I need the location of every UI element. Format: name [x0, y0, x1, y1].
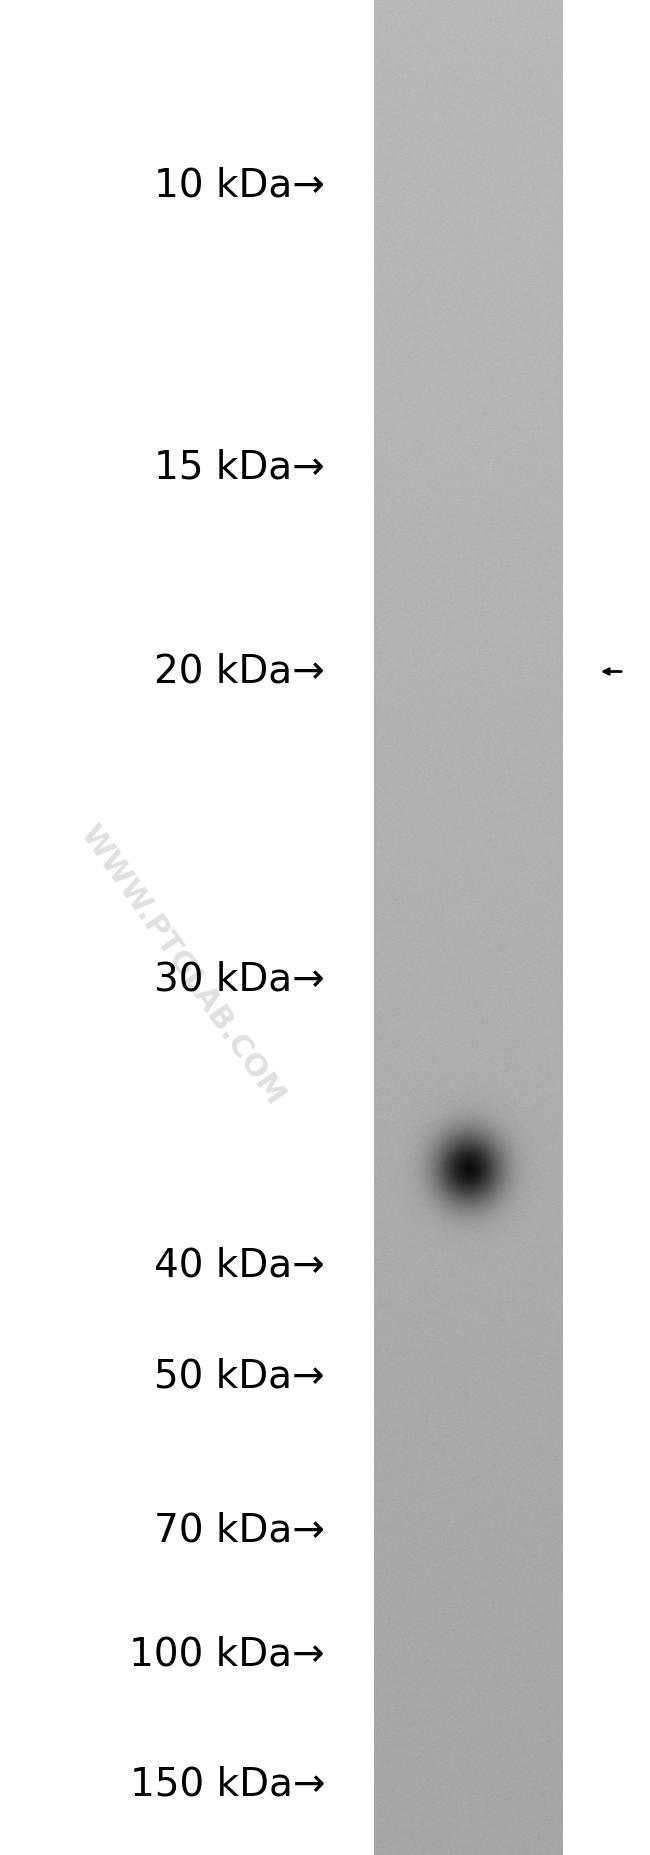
- Text: 150 kDa→: 150 kDa→: [129, 1766, 325, 1803]
- Text: 10 kDa→: 10 kDa→: [154, 167, 325, 204]
- Text: 50 kDa→: 50 kDa→: [155, 1358, 325, 1395]
- Text: 100 kDa→: 100 kDa→: [129, 1636, 325, 1673]
- Text: 70 kDa→: 70 kDa→: [154, 1512, 325, 1549]
- Text: 15 kDa→: 15 kDa→: [154, 449, 325, 486]
- Text: 20 kDa→: 20 kDa→: [154, 653, 325, 690]
- Text: WWW.PTGLAB.COM: WWW.PTGLAB.COM: [74, 820, 290, 1109]
- Text: 30 kDa→: 30 kDa→: [154, 961, 325, 998]
- Text: 40 kDa→: 40 kDa→: [154, 1247, 325, 1284]
